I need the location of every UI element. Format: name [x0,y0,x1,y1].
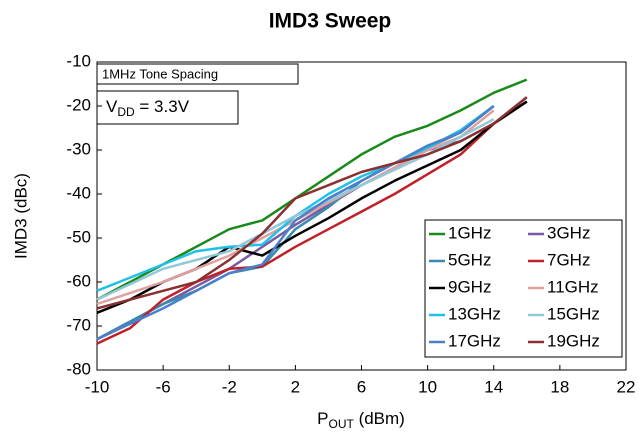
x-axis-label: POUT (dBm) [317,409,405,431]
legend-label: 9GHz [448,277,491,296]
annotation-box [96,63,299,85]
vdd-rest: = 3.3V [135,97,190,116]
y-axis-label: IMD3 (dBc) [11,173,30,259]
x-tick-label: -6 [156,377,171,396]
x-tick-label: 14 [484,377,503,396]
x-tick-label: 2 [291,377,300,396]
x-label-main: P [317,409,328,428]
y-tick-label: -80 [66,359,91,378]
x-tick-label: 10 [418,377,437,396]
legend-label: 19GHz [547,331,600,350]
series-line [96,118,495,301]
chart-title: IMD3 Sweep [269,10,392,33]
y-tick-label: -20 [66,95,91,114]
x-tick-label: 22 [617,377,636,396]
legend-label: 3GHz [547,223,590,242]
y-tick-label: -30 [66,139,91,158]
legend-label: 17GHz [448,331,501,350]
series-line [96,96,528,310]
legend-label: 13GHz [448,304,501,323]
y-tick-label: -40 [66,183,91,202]
annotation-box [96,90,239,125]
x-label-sub: OUT [329,417,355,431]
legend-label: 5GHz [448,250,491,269]
annotation: VDD = 3.3V [106,97,190,119]
y-tick-label: -70 [66,315,91,334]
legend-box [424,219,623,358]
x-tick-label: -2 [222,377,237,396]
series-line [96,78,528,301]
legend-label: 15GHz [547,304,600,323]
y-tick-label: -60 [66,271,91,290]
series-line [96,105,495,341]
x-tick-label: 6 [357,377,366,396]
legend-label: 1GHz [448,223,491,242]
y-tick-label: -50 [66,227,91,246]
vdd-main: V [106,97,118,116]
x-tick-label: 18 [550,377,569,396]
vdd-sub: DD [117,105,135,119]
legend-label: 11GHz [547,277,599,296]
legend-label: 7GHz [547,250,590,269]
x-tick-label: -10 [85,377,110,396]
annotation: 1MHz Tone Spacing [102,66,218,81]
series-line [96,109,495,306]
series-line [96,100,528,345]
y-tick-label: -10 [66,51,91,70]
x-label-rest: (dBm) [354,409,405,428]
